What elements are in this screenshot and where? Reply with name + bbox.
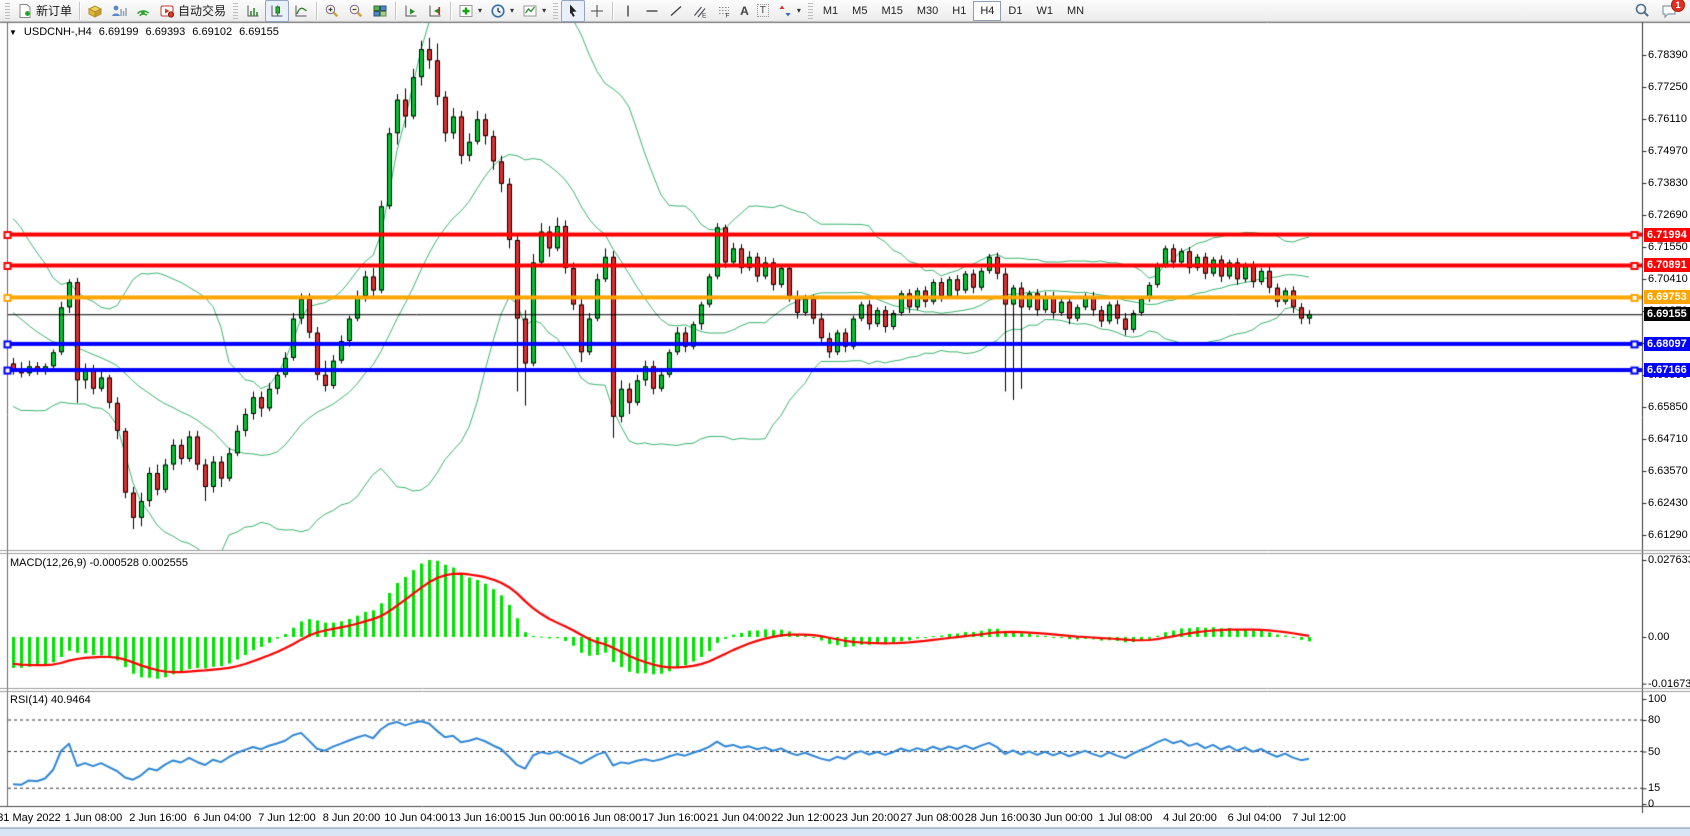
candlestick-chart-icon bbox=[269, 3, 285, 19]
toolbar-grip[interactable] bbox=[807, 2, 813, 19]
market-watch-button[interactable] bbox=[83, 0, 107, 22]
rsi-indicator-label: RSI(14) 40.9464 bbox=[10, 694, 91, 706]
collapse-arrow-icon[interactable]: ▼ bbox=[9, 27, 17, 37]
notification-badge: 1 bbox=[1671, 0, 1685, 12]
zoom-out-icon bbox=[348, 3, 364, 19]
tab-timeframe-d1[interactable]: D1 bbox=[1008, 4, 1023, 17]
templates-button[interactable]: ▾ bbox=[518, 0, 550, 22]
auto-scroll-icon bbox=[403, 3, 419, 19]
chart-symbol-timeframe: USDCNH-,H4 bbox=[23, 26, 92, 38]
tab-timeframe-mn[interactable]: MN bbox=[1066, 4, 1085, 17]
new-order-label: 新订单 bbox=[36, 4, 73, 18]
candlestick-chart-button[interactable] bbox=[265, 0, 290, 22]
chart-shift-icon bbox=[427, 3, 443, 19]
horizontal-line-button[interactable] bbox=[640, 0, 664, 22]
signals-icon bbox=[135, 3, 151, 19]
trendline-icon bbox=[668, 3, 684, 19]
zoom-out-button[interactable] bbox=[344, 0, 368, 22]
indicators-icon bbox=[458, 3, 474, 19]
text-icon: A bbox=[740, 3, 749, 18]
periods-button[interactable]: ▾ bbox=[486, 0, 518, 22]
tile-windows-button[interactable] bbox=[368, 0, 392, 22]
toolbar-separator bbox=[316, 1, 318, 20]
quote-close: 6.69155 bbox=[239, 26, 279, 38]
arrows-icon bbox=[777, 3, 793, 19]
toolbar-separator bbox=[395, 1, 397, 20]
market-watch-icon bbox=[87, 3, 103, 19]
toolbar-grip[interactable] bbox=[233, 2, 239, 19]
line-chart-button[interactable] bbox=[289, 0, 313, 22]
line-chart-icon bbox=[293, 3, 309, 19]
tile-windows-icon bbox=[372, 3, 388, 19]
auto-scroll-button[interactable] bbox=[399, 0, 423, 22]
autotrade-button[interactable]: 自动交易 bbox=[155, 0, 230, 22]
tab-timeframe-m1[interactable]: M1 bbox=[822, 4, 839, 17]
chevron-down-icon: ▾ bbox=[510, 6, 515, 15]
chart-title: ▼ USDCNH-,H4 6.69199 6.69393 6.69102 6.6… bbox=[9, 26, 279, 38]
quote-high: 6.69393 bbox=[145, 26, 186, 38]
toolbar-separator bbox=[79, 1, 81, 20]
zoom-in-button[interactable] bbox=[320, 0, 344, 22]
tab-timeframe-m5[interactable]: M5 bbox=[852, 4, 868, 17]
tab-timeframe-m15[interactable]: M15 bbox=[881, 4, 903, 17]
vertical-line-button[interactable] bbox=[616, 0, 640, 22]
crosshair-icon bbox=[589, 3, 605, 19]
equidistant-channel-icon: E bbox=[692, 3, 708, 19]
vertical-line-icon bbox=[620, 3, 636, 19]
svg-text:E: E bbox=[702, 12, 707, 19]
tab-timeframe-w1[interactable]: W1 bbox=[1036, 4, 1053, 17]
cursor-icon bbox=[565, 3, 581, 19]
macd-indicator-label: MACD(12,26,9) -0.000528 0.002555 bbox=[10, 557, 188, 569]
periods-icon bbox=[490, 3, 506, 19]
indicators-button[interactable]: ▾ bbox=[454, 0, 486, 22]
tab-timeframe-h1[interactable]: H1 bbox=[952, 4, 967, 17]
text-label-button[interactable]: T bbox=[753, 0, 773, 22]
templates-icon bbox=[522, 3, 538, 19]
search-icon[interactable] bbox=[1634, 2, 1651, 19]
fibonacci-button[interactable]: F bbox=[712, 0, 736, 22]
price-scale[interactable] bbox=[1642, 22, 1690, 812]
chevron-down-icon: ▾ bbox=[796, 6, 801, 15]
strategy-tester-icon bbox=[111, 3, 127, 19]
strategy-tester-button[interactable] bbox=[107, 0, 131, 22]
chart-shift-button[interactable] bbox=[423, 0, 447, 22]
horizontal-line-icon bbox=[644, 3, 660, 19]
main-toolbar: 新订单 自动交易 ▾ ▾ ▾ E F A T ▾ M1 M5 M15 M30 H… bbox=[0, 0, 1690, 22]
chevron-down-icon: ▾ bbox=[478, 6, 483, 15]
trendline-button[interactable] bbox=[664, 0, 688, 22]
toolbar-separator bbox=[450, 1, 452, 20]
cursor-button[interactable] bbox=[561, 0, 586, 22]
new-order-icon bbox=[17, 3, 33, 19]
bar-chart-button[interactable] bbox=[241, 0, 265, 22]
tab-timeframe-m30[interactable]: M30 bbox=[916, 4, 939, 17]
bar-chart-icon bbox=[245, 3, 261, 19]
equidistant-channel-button[interactable]: E bbox=[688, 0, 712, 22]
text-button[interactable]: A bbox=[736, 0, 753, 22]
toolbar-grip[interactable] bbox=[5, 2, 10, 19]
quote-open: 6.69199 bbox=[98, 26, 139, 38]
time-scale[interactable] bbox=[0, 807, 1690, 828]
quote-low: 6.69102 bbox=[192, 26, 233, 38]
chevron-down-icon: ▾ bbox=[542, 6, 547, 15]
notifications-icon[interactable]: 1 bbox=[1661, 0, 1685, 19]
autotrade-icon bbox=[159, 3, 175, 19]
toolbar-right-icons: 1 bbox=[1634, 0, 1688, 19]
arrows-button[interactable]: ▾ bbox=[773, 0, 805, 22]
new-order-button[interactable]: 新订单 bbox=[13, 0, 76, 22]
toolbar-grip[interactable] bbox=[553, 2, 559, 19]
svg-text:F: F bbox=[726, 12, 730, 19]
window-bottom-edge bbox=[0, 828, 1690, 836]
tab-timeframe-h4[interactable]: H4 bbox=[973, 0, 1002, 21]
autotrade-label: 自动交易 bbox=[178, 4, 227, 18]
fibonacci-icon: F bbox=[716, 3, 732, 19]
toolbar-separator bbox=[612, 1, 614, 20]
signals-button[interactable] bbox=[131, 0, 155, 22]
crosshair-button[interactable] bbox=[585, 0, 609, 22]
zoom-in-icon bbox=[324, 3, 340, 19]
text-label-icon: T bbox=[756, 4, 769, 17]
